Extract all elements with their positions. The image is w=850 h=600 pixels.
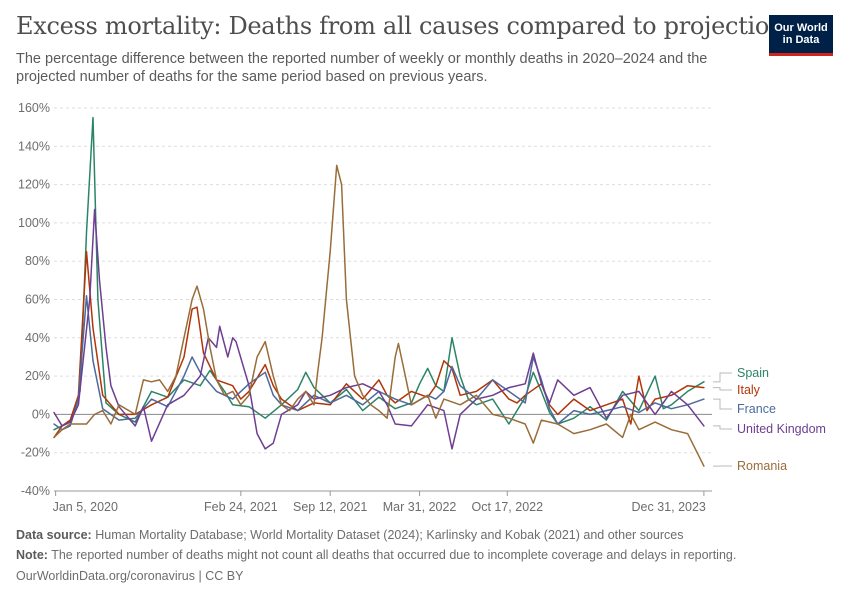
y-tick-label: 60% [25, 293, 50, 307]
legend-connector [713, 372, 732, 383]
legend-label-italy: Italy [737, 383, 761, 397]
credit-text[interactable]: OurWorldinData.org/coronavirus | CC BY [16, 569, 244, 583]
note-text: The reported number of deaths might not … [51, 548, 737, 562]
credit-line[interactable]: OurWorldinData.org/coronavirus | CC BY [16, 569, 243, 583]
x-tick-label: Oct 17, 2022 [471, 500, 543, 514]
note-line: Note: The reported number of deaths migh… [16, 548, 736, 562]
logo-line-2: in Data [782, 34, 820, 46]
legend-connector [713, 398, 732, 410]
series-line-spain [53, 116, 705, 431]
y-tick-label: 20% [25, 369, 50, 383]
y-tick-label: -20% [21, 446, 50, 460]
gridlines [54, 107, 712, 492]
legend: Spain Italy France United Kingdom Romania [713, 366, 826, 473]
x-tick-label: Mar 31, 2022 [383, 500, 457, 514]
x-tick-label: Sep 12, 2021 [293, 500, 367, 514]
legend-label-spain: Spain [737, 366, 769, 380]
logo-line-1: Our World [774, 22, 828, 34]
series-line-united-kingdom [53, 208, 705, 450]
series-line-france [53, 294, 705, 431]
y-axis: -40% -20% 0% 20% 40% 60% 80% 100% 120% 140% 160% [18, 101, 50, 498]
legend-label-united-kingdom: United Kingdom [737, 422, 826, 436]
y-tick-label: 100% [18, 216, 50, 230]
y-tick-label: -40% [21, 484, 50, 498]
y-tick-label: 120% [18, 178, 50, 192]
legend-connector [713, 387, 732, 391]
y-tick-label: 80% [25, 254, 50, 268]
owid-logo[interactable]: Our World in Data [769, 15, 833, 56]
data-source-text: Human Mortality Database; World Mortalit… [95, 528, 684, 542]
line-chart[interactable]: -40% -20% 0% 20% 40% 60% 80% 100% 120% 140% 160% J… [0, 90, 850, 520]
y-tick-label: 40% [25, 331, 50, 345]
x-tick-label: Feb 24, 2021 [204, 500, 278, 514]
y-tick-label: 0% [32, 407, 50, 421]
y-tick-label: 160% [18, 101, 50, 115]
legend-label-france: France [737, 402, 776, 416]
x-tick-label: Dec 31, 2023 [632, 500, 706, 514]
chart-title: Excess mortality: Deaths from all causes… [16, 12, 785, 40]
x-tick-label: Jan 5, 2020 [53, 500, 118, 514]
note-label: Note: [16, 548, 48, 562]
legend-label-romania: Romania [737, 459, 787, 473]
data-source-line: Data source: Human Mortality Database; W… [16, 528, 683, 542]
series-lines [53, 116, 705, 467]
x-axis: Jan 5, 2020 Feb 24, 2021 Sep 12, 2021 Mar 3… [53, 490, 712, 514]
data-source-label: Data source: [16, 528, 92, 542]
series-line-italy [53, 250, 705, 439]
chart-subtitle: The percentage difference between the re… [16, 51, 708, 85]
series-line-romania [53, 164, 705, 467]
legend-connector [713, 425, 732, 430]
y-tick-label: 140% [18, 139, 50, 153]
